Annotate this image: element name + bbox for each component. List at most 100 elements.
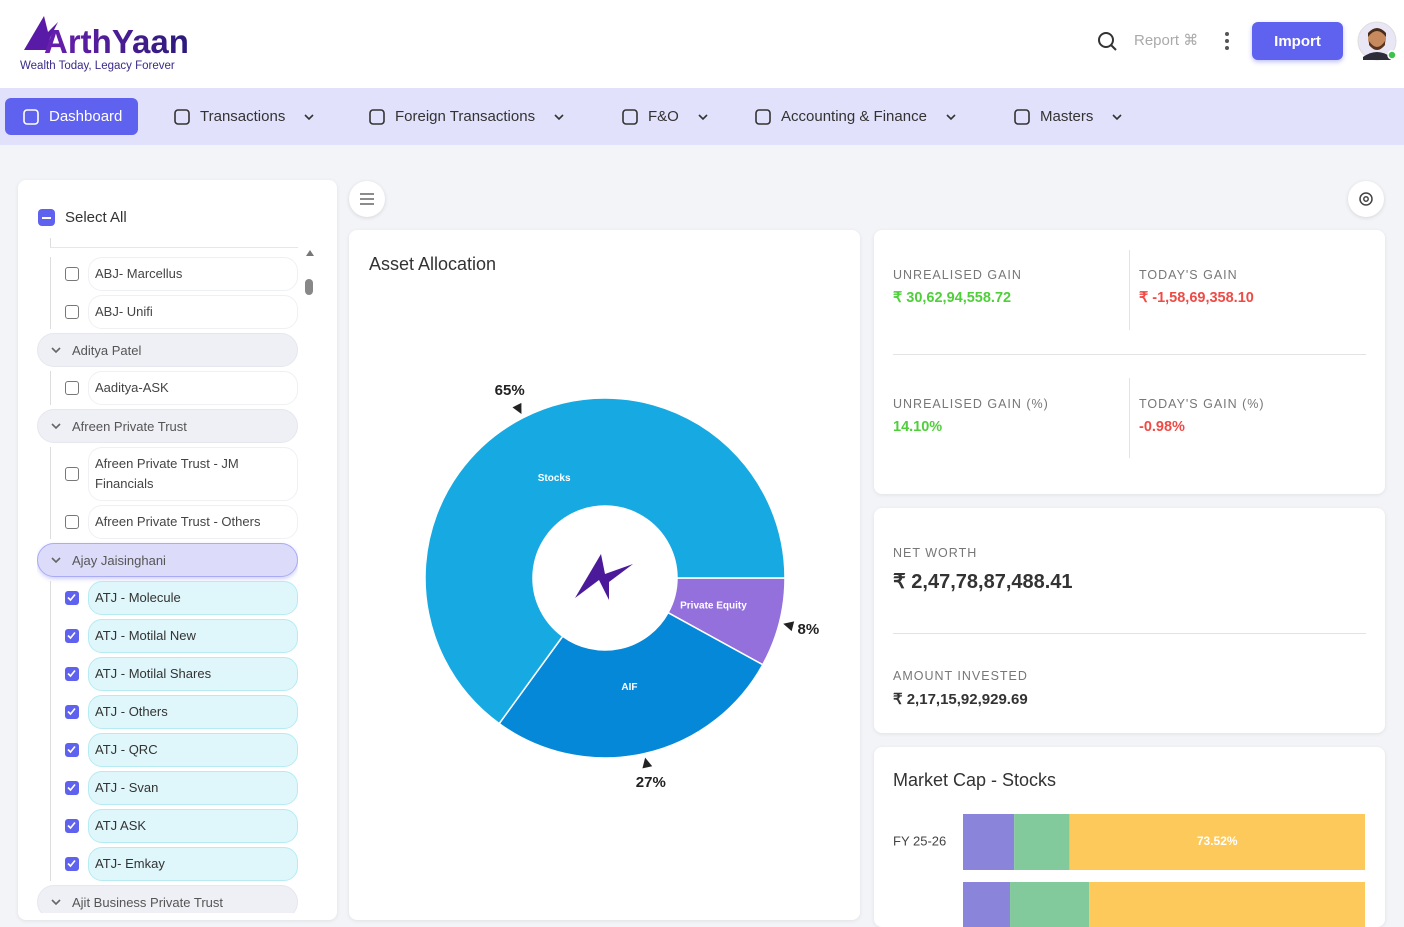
select-all-label[interactable]: Select All — [65, 209, 127, 226]
search-icon[interactable] — [1096, 30, 1118, 52]
group-name: Afreen Private Trust — [72, 418, 187, 434]
checkbox[interactable] — [65, 381, 79, 395]
chevron-icon — [698, 113, 708, 120]
slice-name: Stocks — [538, 473, 571, 484]
header: ArthYaan Wealth Today, Legacy Forever Re… — [0, 0, 1404, 88]
nav-icon — [622, 108, 638, 125]
account-row: Afreen Private Trust - JM Financials — [51, 447, 298, 501]
group-header[interactable]: Ajay Jaisinghani — [37, 543, 298, 577]
account-row: ATJ - Motilal Shares — [51, 657, 298, 691]
checkbox[interactable] — [65, 305, 79, 319]
net-worth-value: ₹ 2,47,78,87,488.41 — [893, 571, 1073, 593]
bar-segment — [963, 814, 1015, 870]
market-cap-card: Market Cap - Stocks FY 25-26 73.52% — [874, 747, 1385, 927]
slice-name: Private Equity — [680, 600, 747, 611]
check-path — [67, 631, 76, 640]
net-worth-card: NET WORTH ₹ 2,47,78,87,488.41 AMOUNT INV… — [874, 508, 1385, 733]
check-path — [67, 593, 76, 602]
account-name[interactable]: ATJ - QRC — [88, 733, 298, 767]
account-name[interactable]: ATJ - Svan — [88, 771, 298, 805]
account-name[interactable]: ATJ- Emkay — [88, 847, 298, 881]
brand: ArthYaan — [44, 23, 189, 60]
import-button[interactable]: Import — [1252, 22, 1343, 60]
settings-button[interactable] — [1348, 181, 1384, 217]
account-name[interactable]: ATJ - Others — [88, 695, 298, 729]
chevron-icon — [946, 113, 956, 120]
nav-item[interactable]: Masters — [1012, 98, 1123, 135]
checkbox[interactable] — [65, 591, 79, 605]
chevron-path — [554, 113, 564, 120]
checkbox[interactable] — [65, 743, 79, 757]
checkbox[interactable] — [65, 629, 79, 643]
stat-label: UNREALISED GAIN (%) — [893, 397, 1049, 411]
check-icon — [67, 631, 76, 640]
stat-value: ₹ -1,58,69,358.10 — [1139, 290, 1254, 306]
account-row: ATJ - Others — [51, 695, 298, 729]
check-icon — [67, 821, 76, 830]
group-header[interactable]: Aditya Patel — [37, 333, 298, 367]
slice-name: AIF — [621, 682, 637, 693]
checkbox[interactable] — [65, 857, 79, 871]
checkbox[interactable] — [65, 781, 79, 795]
nav-icon — [174, 108, 190, 125]
select-all-checkbox[interactable] — [38, 209, 55, 226]
nav-bar: Dashboard Transactions Foreign Transaction… — [0, 88, 1404, 145]
bar-segment — [1010, 882, 1090, 927]
nav-item[interactable]: F&O — [620, 98, 709, 135]
group-name: Aditya Patel — [72, 342, 142, 358]
icon-shape — [369, 108, 385, 125]
checkbox[interactable] — [65, 515, 79, 529]
nav-label: Foreign Transactions — [395, 108, 536, 125]
checkbox[interactable] — [65, 267, 79, 281]
net-worth-label: NET WORTH — [893, 546, 978, 560]
nav-item[interactable]: Dashboard — [5, 98, 139, 135]
bar-segment — [1014, 814, 1070, 870]
nav-item[interactable]: Foreign Transactions — [367, 98, 565, 135]
group-header[interactable]: Ajit Business Private Trust — [37, 885, 298, 913]
nav-label: Masters — [1040, 108, 1094, 125]
account-row: Aaditya-ASK — [51, 371, 298, 405]
more-icon[interactable] — [1222, 30, 1232, 52]
checkbox[interactable] — [65, 467, 79, 481]
stat-label: TODAY'S GAIN (%) — [1139, 397, 1265, 411]
account-name[interactable]: ATJ ASK — [88, 809, 298, 843]
chevron-icon — [51, 899, 61, 906]
menu-toggle[interactable] — [349, 181, 385, 217]
divider — [893, 354, 1366, 355]
icon-shape — [755, 108, 771, 125]
chevron-icon — [51, 557, 61, 564]
account-name[interactable]: ATJ - Motilal Shares — [88, 657, 298, 691]
logo: ArthYaan Wealth Today, Legacy Forever — [20, 16, 189, 72]
label-arrow — [642, 757, 653, 769]
gains-card: UNREALISED GAIN ₹ 30,62,94,558.72 TODAY'S … — [874, 230, 1385, 494]
checkbox[interactable] — [65, 705, 79, 719]
account-name[interactable]: Afreen Private Trust - Others — [88, 505, 298, 539]
nav-item[interactable]: Accounting & Finance — [753, 98, 957, 135]
check-path — [67, 707, 76, 716]
stat-label: TODAY'S GAIN — [1139, 268, 1238, 282]
checkbox[interactable] — [65, 819, 79, 833]
account-name[interactable]: Afreen Private Trust - JM Financials — [88, 447, 298, 501]
search-hint[interactable]: Report ⌘ — [1134, 32, 1199, 49]
check-path — [67, 783, 76, 792]
account-name[interactable]: ATJ - Motilal New — [88, 619, 298, 653]
group-name: Ajay Jaisinghani — [72, 552, 166, 568]
segment-label: 73.52% — [1197, 834, 1238, 848]
slice-percent: 65% — [495, 382, 525, 399]
account-row: ATJ - Svan — [51, 771, 298, 805]
account-name[interactable]: ABJ- Unifi — [88, 295, 298, 329]
chevron-path — [51, 423, 61, 430]
account-name[interactable]: Aaditya-ASK — [88, 371, 298, 405]
account-name[interactable]: ATJ - Molecule — [88, 581, 298, 615]
group-header[interactable]: Afreen Private Trust — [37, 409, 298, 443]
sidebar: Select All ABJ- Marcellus ABJ- Unifi Adity… — [18, 180, 337, 920]
account-name[interactable]: ABJ- Marcellus — [88, 257, 298, 291]
bar-segment — [1089, 882, 1365, 927]
nav-item[interactable]: Transactions — [172, 98, 315, 135]
avatar[interactable] — [1357, 21, 1399, 63]
bar-segment — [963, 882, 1011, 927]
chevron-path — [698, 113, 708, 120]
nav-label: F&O — [648, 108, 679, 125]
checkbox[interactable] — [65, 667, 79, 681]
icon-shape — [622, 108, 638, 125]
